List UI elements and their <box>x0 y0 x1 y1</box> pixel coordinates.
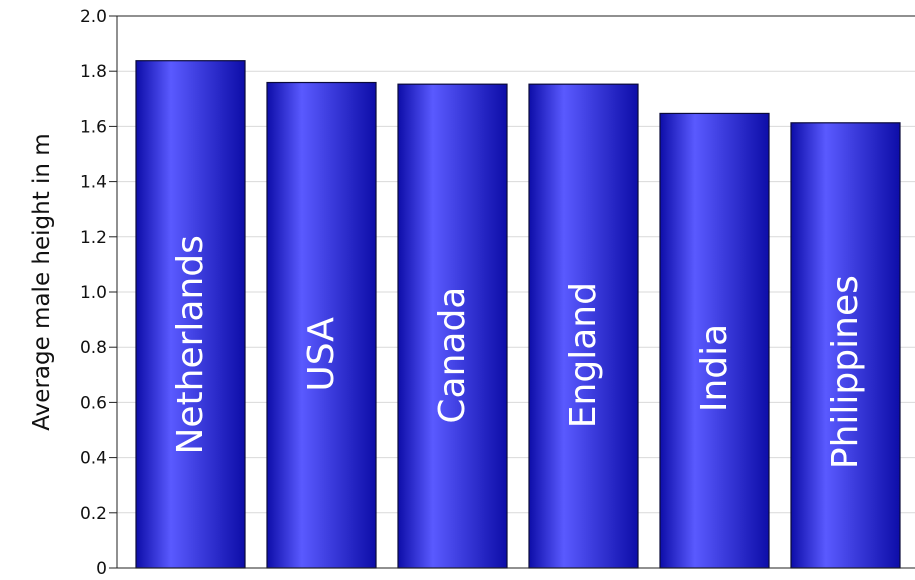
axes <box>109 15 915 569</box>
y-tick-label: 0.4 <box>80 449 107 469</box>
bar-label-philippines: Philippines <box>825 275 866 469</box>
bar-netherlands <box>135 60 246 569</box>
y-tick-label: 1.8 <box>80 62 107 82</box>
y-axis-title: Average male height in m <box>29 133 55 430</box>
bar-label-usa: USA <box>301 317 342 392</box>
bar-usa <box>266 81 377 569</box>
y-tick-label: 2.0 <box>80 7 107 27</box>
y-tick-labels: 0 0.2 0.4 0.6 0.8 1.0 1.2 1.4 1.6 1.8 2.0 <box>80 7 107 579</box>
bar-philippines <box>790 122 901 569</box>
bars: Netherlands USA Canada England India Philippi… <box>135 60 901 569</box>
y-tick-label: 1.0 <box>80 283 107 303</box>
y-tick-label: 0.8 <box>80 338 107 358</box>
y-tick-label: 0.6 <box>80 393 107 413</box>
y-tick-label: 0.2 <box>80 504 107 524</box>
bar-label-canada: Canada <box>432 287 473 424</box>
bar-india <box>659 112 770 569</box>
bar-label-india: India <box>694 324 735 412</box>
bar-label-england: England <box>563 282 604 428</box>
y-tick-label: 1.6 <box>80 117 107 137</box>
bar-label-netherlands: Netherlands <box>170 235 211 454</box>
y-tick-label: 0 <box>96 559 107 579</box>
y-tick-label: 1.2 <box>80 228 107 248</box>
y-tick-label: 1.4 <box>80 173 107 193</box>
bar-england <box>528 83 639 569</box>
